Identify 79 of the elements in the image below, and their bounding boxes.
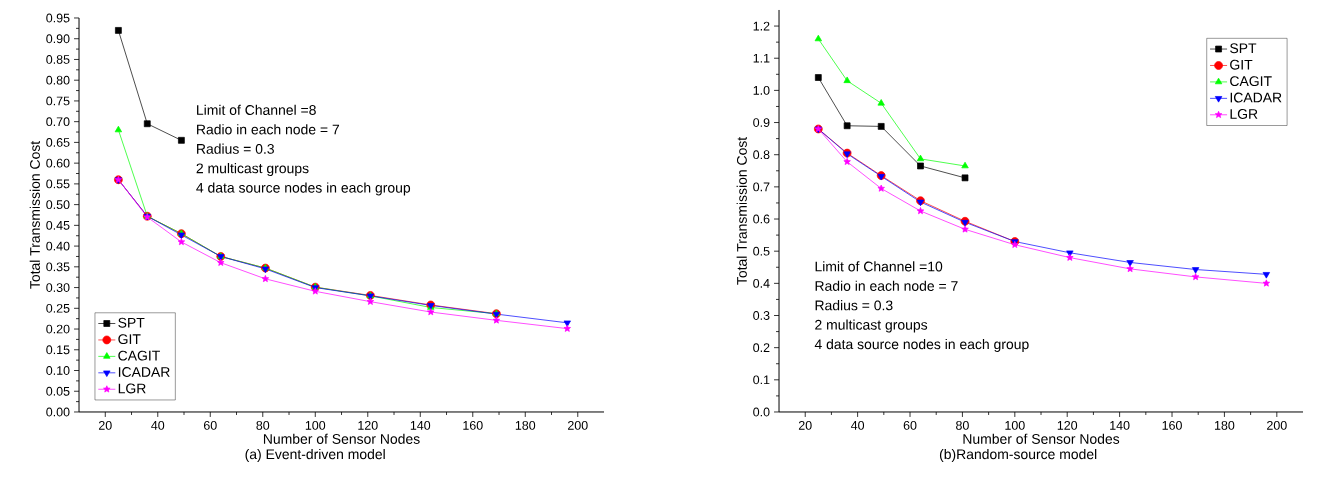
y-tick-label: 0.10 xyxy=(46,366,70,375)
x-tick-label: 20 xyxy=(98,420,112,430)
x-tick-label: 200 xyxy=(568,420,588,430)
y-tick-label: 0.15 xyxy=(46,345,70,355)
legend-label: CAGIT xyxy=(1230,76,1272,87)
y-axis-title: Total Transmission Cost xyxy=(29,140,40,289)
x-tick-label: 80 xyxy=(256,420,270,430)
y-tick-label: 0.30 xyxy=(46,283,70,292)
legend-label: CAGIT xyxy=(118,350,160,361)
y-tick-label: 0.2 xyxy=(753,343,770,353)
x-tick-label: 100 xyxy=(305,420,326,430)
x-tick-label: 140 xyxy=(410,420,431,430)
annotation: 4 data source nodes in each group xyxy=(814,338,1029,352)
y-tick-label: 0.1 xyxy=(753,375,770,385)
annotation: 2 multicast groups xyxy=(196,163,309,177)
y-tick-label: 0.8 xyxy=(753,150,770,160)
x-tick-label: 120 xyxy=(358,420,378,430)
annotation: Radius = 0.3 xyxy=(197,143,274,154)
x-tick-label: 200 xyxy=(1267,420,1287,430)
x-tick-label: 100 xyxy=(1005,420,1025,430)
y-tick-label: 0.00 xyxy=(46,407,70,417)
legend-label: LGR xyxy=(118,383,146,394)
x-tick-label: 60 xyxy=(203,420,217,430)
y-tick-label: 0.3 xyxy=(753,311,770,320)
y-tick-label: 0.7 xyxy=(753,182,770,192)
y-tick-label: 0.40 xyxy=(46,241,70,251)
y-tick-label: 1.2 xyxy=(753,21,770,31)
x-tick-label: 160 xyxy=(1162,420,1182,430)
legend-label: ICADAR xyxy=(1230,92,1282,103)
legend-label: SPT xyxy=(118,317,145,328)
y-tick-label: 0.0 xyxy=(753,407,770,417)
y-tick-label: 0.55 xyxy=(46,179,70,189)
y-tick-label: 0.95 xyxy=(46,13,70,23)
x-axis-title: Number of Sensor Nodes xyxy=(963,433,1120,444)
y-tick-label: 0.9 xyxy=(753,118,770,127)
y-tick-label: 0.45 xyxy=(46,220,70,230)
x-tick-label: 140 xyxy=(1110,420,1130,430)
y-tick-label: 0.80 xyxy=(46,75,70,85)
legend-label: LGR xyxy=(1230,109,1258,119)
y-tick-label: 0.60 xyxy=(46,158,70,168)
legend-label: GIT xyxy=(118,334,141,345)
annotation: 4 data source nodes in each group xyxy=(196,182,411,196)
y-tick-label: 0.65 xyxy=(46,138,70,147)
x-tick-label: 120 xyxy=(1057,420,1078,430)
x-tick-label: 180 xyxy=(1214,420,1235,430)
annotation: Limit of Channel =8 xyxy=(197,104,316,115)
y-tick-label: 0.4 xyxy=(753,278,770,288)
y-tick-label: 0.35 xyxy=(46,262,70,272)
x-tick-label: 40 xyxy=(151,420,165,430)
x-tick-label: 180 xyxy=(515,420,536,430)
y-tick-label: 0.20 xyxy=(46,324,70,334)
x-tick-label: 160 xyxy=(463,420,483,430)
legend-label: GIT xyxy=(1230,59,1253,70)
y-tick-label: 0.50 xyxy=(46,200,70,210)
y-tick-label: 0.25 xyxy=(46,303,70,313)
y-tick-label: 0.5 xyxy=(753,246,770,256)
annotation: Radio in each node = 7 xyxy=(815,280,958,291)
annotation: 2 multicast groups xyxy=(815,319,928,333)
legend-label: SPT xyxy=(1230,43,1257,54)
y-tick-label: 1.1 xyxy=(753,53,770,63)
y-tick-label: 0.70 xyxy=(46,117,70,127)
x-tick-label: 40 xyxy=(850,420,865,430)
y-tick-label: 0.90 xyxy=(46,34,70,44)
annotation: Radio in each node = 7 xyxy=(197,124,340,135)
text: (b)Random-source model xyxy=(939,448,1097,462)
y-tick-label: 0.75 xyxy=(46,96,70,106)
x-tick-label: 60 xyxy=(903,420,917,430)
y-tick-label: 1.0 xyxy=(753,85,770,95)
x-tick-label: 80 xyxy=(956,420,969,430)
text: (a) Event-driven model xyxy=(245,448,385,462)
y-axis-title: Total Transmission Cost xyxy=(736,136,747,285)
annotation: Limit of Channel =10 xyxy=(815,261,943,272)
annotation: Radius = 0.3 xyxy=(815,300,893,311)
legend-label: ICADAR xyxy=(118,367,170,377)
y-tick-label: 0.05 xyxy=(46,386,70,396)
y-tick-label: 0.6 xyxy=(753,214,770,224)
y-tick-label: 0.85 xyxy=(46,55,70,64)
x-axis-title: Number of Sensor Nodes xyxy=(263,433,420,444)
x-tick-label: 20 xyxy=(798,420,812,430)
